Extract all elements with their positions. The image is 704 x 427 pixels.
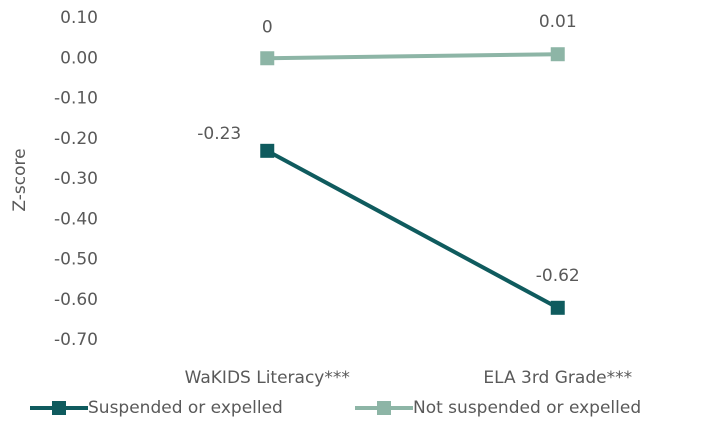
- series-line: [266, 149, 559, 310]
- series-line: [267, 52, 558, 61]
- y-tick-label: -0.40: [54, 209, 98, 229]
- y-tick-label: 0.00: [60, 48, 98, 68]
- data-label: -0.23: [197, 124, 241, 144]
- y-axis-label: Z-score: [10, 148, 30, 211]
- y-tick-label: -0.70: [54, 330, 98, 350]
- data-label: 0.01: [539, 12, 577, 32]
- data-label: 0: [262, 17, 273, 37]
- marker: [550, 47, 565, 62]
- marker: [550, 300, 565, 315]
- y-tick-label: -0.20: [54, 129, 98, 149]
- x-tick-label: ELA 3rd Grade***: [483, 368, 632, 388]
- legend-label: Suspended or expelled: [88, 398, 283, 418]
- y-tick-label: -0.50: [54, 250, 98, 270]
- x-tick-label: WaKIDS Literacy***: [185, 368, 350, 388]
- marker: [260, 143, 275, 158]
- data-label: -0.62: [536, 266, 580, 286]
- y-tick-label: -0.10: [54, 89, 98, 109]
- y-tick-label: -0.60: [54, 290, 98, 310]
- legend-marker: [52, 401, 66, 415]
- marker: [260, 51, 275, 66]
- y-tick-label: -0.30: [54, 169, 98, 189]
- legend-marker: [377, 401, 391, 415]
- y-tick-label: 0.10: [60, 8, 98, 28]
- legend-label: Not suspended or expelled: [413, 398, 641, 418]
